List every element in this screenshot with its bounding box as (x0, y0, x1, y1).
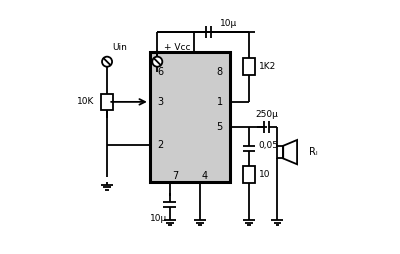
Bar (243, 166, 255, 183)
Text: Rₗ: Rₗ (309, 147, 318, 157)
Text: 3: 3 (157, 97, 164, 107)
Text: 7: 7 (172, 171, 178, 181)
Text: 4: 4 (202, 171, 208, 181)
Text: 10μ: 10μ (150, 214, 167, 223)
Text: 10K: 10K (77, 97, 94, 106)
Circle shape (152, 57, 162, 67)
Circle shape (102, 57, 112, 67)
Text: 1: 1 (216, 97, 223, 107)
Text: 10μ: 10μ (220, 20, 237, 28)
Text: Uin: Uin (112, 43, 127, 52)
Polygon shape (283, 140, 297, 164)
Text: 10: 10 (258, 170, 270, 179)
Text: 1K2: 1K2 (259, 62, 276, 71)
Text: 2: 2 (157, 140, 164, 150)
Text: 250μ: 250μ (255, 110, 278, 119)
Text: 6: 6 (157, 67, 164, 77)
Bar (150, 52, 230, 182)
Text: 0,05: 0,05 (258, 141, 278, 150)
Bar (243, 58, 255, 75)
Text: + Vcc: + Vcc (164, 43, 190, 52)
Text: 8: 8 (216, 67, 223, 77)
Bar (101, 93, 113, 110)
Bar (278, 146, 283, 158)
Text: 5: 5 (216, 122, 223, 132)
